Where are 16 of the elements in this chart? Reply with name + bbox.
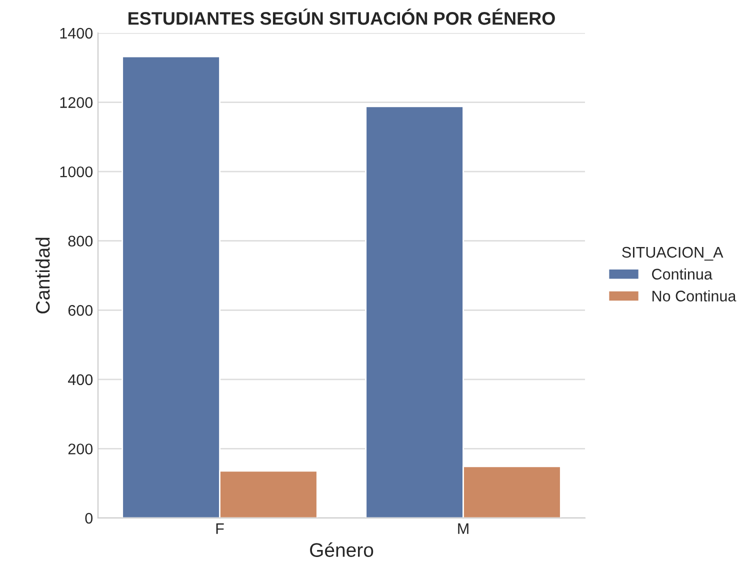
y-tick-label: 1200 [60, 97, 93, 108]
y-axis-title: Cantidad [35, 238, 50, 314]
y-tick-label: 1400 [60, 28, 93, 39]
y-tick-label: 200 [68, 444, 93, 454]
y-tick-label: 0 [85, 512, 93, 524]
y-tick-label: 1000 [60, 166, 93, 178]
legend-label: No Continua [652, 290, 736, 302]
y-tick-label: 400 [68, 374, 93, 386]
x-tick-label: F [216, 523, 224, 534]
x-tick-label: M [458, 523, 468, 534]
legend-title: SITUACION_A [622, 246, 724, 261]
x-axis-title: Género [310, 542, 374, 557]
chart-title: ESTUDIANTES SEGÚN SITUACIÓN POR GÉNERO [128, 8, 555, 25]
y-tick-label: 800 [68, 236, 93, 247]
legend-label: Continua [652, 268, 712, 280]
y-tick-label: 600 [68, 305, 93, 316]
